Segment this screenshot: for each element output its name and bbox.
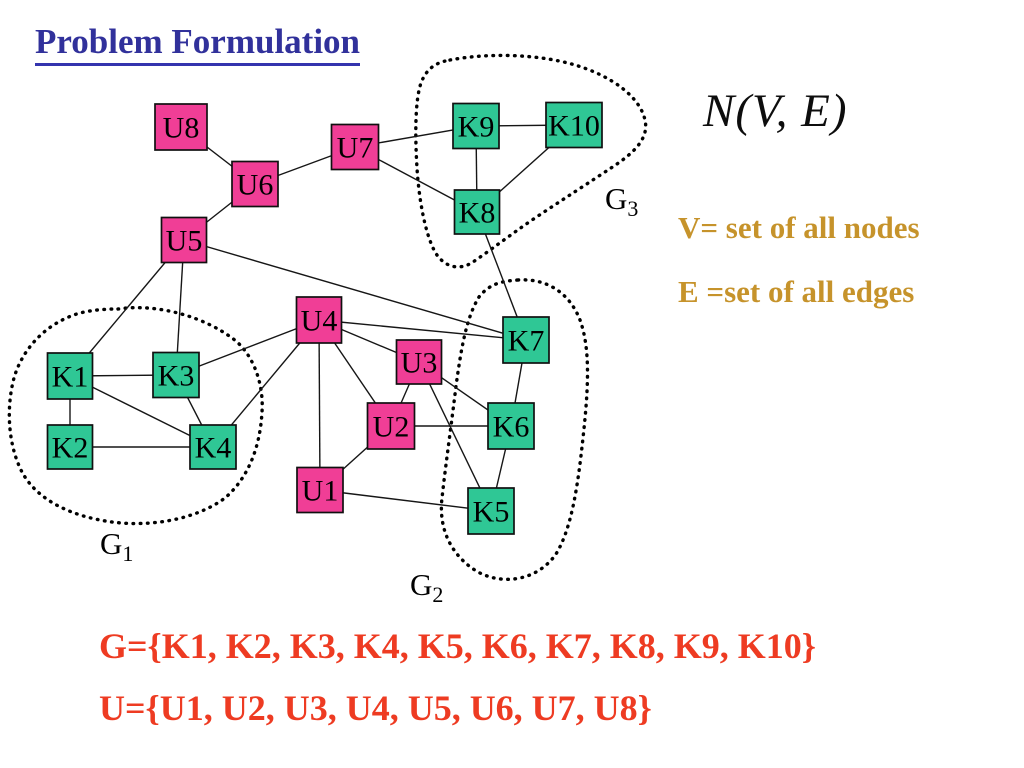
node-label-U4: U4 (301, 305, 338, 338)
definition-edges: E =set of all edges (678, 274, 915, 309)
graph-node-U7: U7 (330, 123, 380, 171)
node-label-U8: U8 (163, 112, 200, 145)
graph-node-U4: U4 (295, 296, 343, 344)
graph-node-U1: U1 (296, 466, 344, 514)
graph-node-U6: U6 (231, 160, 279, 208)
graph-node-U5: U5 (160, 216, 208, 264)
graph-node-K2: K2 (46, 424, 94, 470)
node-label-U3: U3 (401, 347, 438, 380)
edge-U4-K7 (318, 319, 527, 341)
definition-nodes: V= set of all nodes (678, 210, 920, 245)
graph-node-K5: K5 (467, 487, 515, 535)
node-label-K5: K5 (473, 496, 510, 529)
group-label-G1: G1 (100, 526, 133, 566)
page-title: Problem Formulation (35, 22, 361, 66)
graph-node-U3: U3 (395, 339, 443, 385)
node-label-K6: K6 (493, 411, 530, 444)
group-label-G2: G2 (410, 567, 443, 607)
graph-node-K10: K10 (545, 101, 603, 149)
edge-U4-U1 (318, 319, 321, 491)
node-label-K3: K3 (158, 360, 195, 393)
node-label-K10: K10 (548, 110, 600, 143)
group-boundary-G3 (414, 53, 648, 269)
group-boundary-G2 (439, 278, 590, 581)
graph-node-K8: K8 (453, 189, 501, 235)
node-label-K7: K7 (508, 325, 545, 358)
graph-node-U8: U8 (154, 103, 208, 151)
node-label-K1: K1 (52, 361, 89, 394)
graph-node-K1: K1 (46, 352, 94, 400)
node-label-U2: U2 (373, 411, 410, 444)
graph-node-K3: K3 (152, 351, 200, 399)
set-listing-u: U={U1, U2, U3, U4, U5, U6, U7, U8} (99, 688, 652, 728)
network-formula: N(V, E) (703, 85, 848, 137)
edge-U3-K5 (418, 361, 492, 512)
node-label-U1: U1 (302, 475, 339, 508)
graph-node-U2: U2 (366, 402, 416, 450)
node-label-U6: U6 (237, 169, 274, 202)
graph-node-K7: K7 (502, 316, 550, 364)
node-label-K9: K9 (458, 111, 495, 144)
node-label-U5: U5 (166, 225, 203, 258)
graph-node-K4: K4 (189, 424, 237, 470)
group-label-G3: G3 (605, 181, 638, 221)
graph-node-K6: K6 (487, 402, 535, 450)
set-listing-g: G={K1, K2, K3, K4, K5, K6, K7, K8, K9, K… (99, 626, 816, 666)
node-label-K4: K4 (195, 432, 232, 465)
node-label-K8: K8 (459, 197, 496, 230)
edge-U5-K7 (183, 239, 527, 341)
group-boundary-G1 (7, 305, 264, 526)
edge-U1-K5 (319, 489, 492, 512)
graph-node-K9: K9 (452, 102, 500, 150)
node-label-K2: K2 (52, 432, 89, 465)
node-label-U7: U7 (337, 132, 374, 165)
